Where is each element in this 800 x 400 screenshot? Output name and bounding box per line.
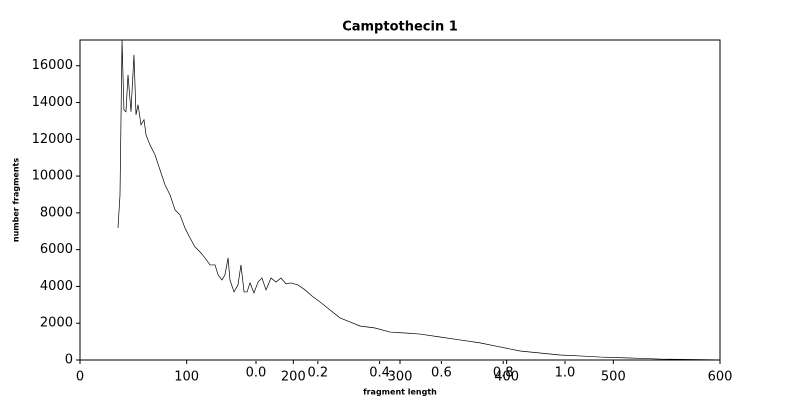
x-tick-label: 600 [708, 370, 733, 385]
plot-frame [79, 39, 721, 361]
x-tick-label: 0 [76, 370, 84, 385]
y-tick-label: 4000 [40, 279, 73, 294]
chart-title: Camptothecin 1 [342, 20, 458, 35]
y-tick-label: 8000 [40, 205, 73, 220]
x-tick-label: 400 [494, 370, 519, 385]
y-tick-label: 2000 [40, 316, 73, 331]
x-tick-label: 300 [388, 370, 413, 385]
x-tick-label: 100 [174, 370, 199, 385]
y-tick-label: 6000 [40, 242, 73, 257]
y-tick-label: 12000 [32, 132, 73, 147]
x2-tick-label: 1.0 [555, 366, 576, 381]
x2-tick-label: 0.4 [369, 366, 390, 381]
x-tick-label: 500 [601, 370, 626, 385]
y-tick-label: 10000 [32, 169, 73, 184]
x2-tick-label: 0.6 [431, 366, 452, 381]
data-line [117, 40, 720, 360]
y-tick-label: 0 [65, 353, 73, 368]
x2-tick-label: 0.2 [307, 366, 328, 381]
y-tick-label: 16000 [32, 58, 73, 73]
x2-tick-label: 0.8 [493, 366, 514, 381]
y-tick-label: 14000 [32, 95, 73, 110]
x2-tick-label: 0.0 [246, 366, 267, 381]
y-axis-label: number fragments [12, 158, 21, 242]
x-axis-label: fragment length [363, 388, 437, 397]
x-tick-label: 200 [281, 370, 306, 385]
